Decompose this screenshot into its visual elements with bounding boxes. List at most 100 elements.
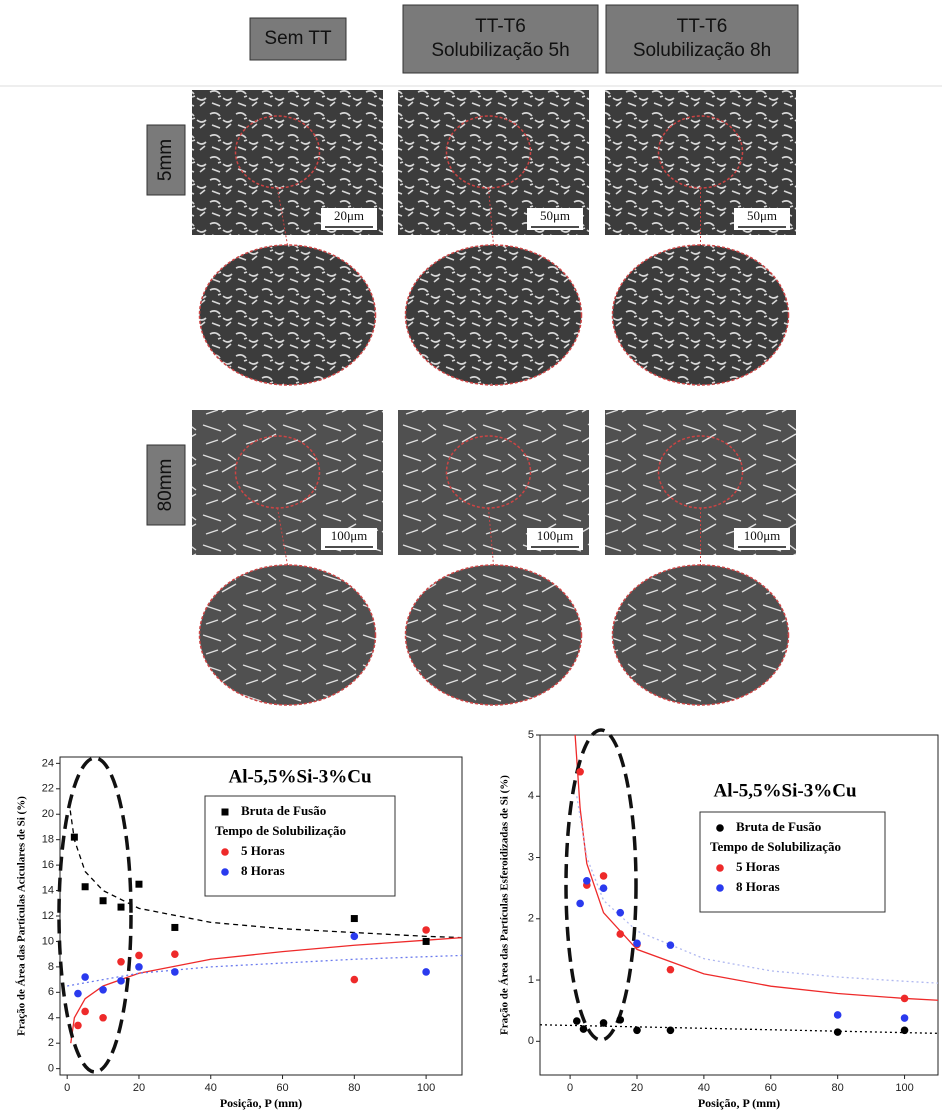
legend-label: Bruta de Fusão — [736, 819, 821, 834]
legend-heading: Tempo de Solubilização — [215, 823, 346, 838]
x-tick-label: 0 — [64, 1082, 70, 1094]
data-point — [171, 924, 178, 931]
y-tick-label: 24 — [42, 757, 54, 769]
y-tick-label: 1 — [528, 974, 534, 986]
data-point — [834, 1028, 842, 1036]
y-tick-label: 4 — [48, 1012, 54, 1024]
x-tick-label: 20 — [631, 1082, 643, 1094]
data-point — [117, 977, 125, 985]
figure: Sem TTTT-T6Solubilização 5hTT-T6Solubili… — [0, 0, 942, 1115]
y-tick-label: 22 — [42, 783, 54, 795]
x-tick-label: 80 — [348, 1082, 360, 1094]
data-point — [422, 968, 430, 976]
y-tick-label: 16 — [42, 859, 54, 871]
data-point — [716, 824, 724, 832]
legend-label: Bruta de Fusão — [241, 803, 326, 818]
legend-heading: Tempo de Solubilização — [710, 839, 841, 854]
data-point — [171, 968, 179, 976]
data-point — [600, 884, 608, 892]
x-tick-label: 40 — [698, 1082, 710, 1094]
zoom-ellipse — [613, 565, 789, 705]
zoom-ellipse — [406, 245, 582, 385]
zoom-ellipse — [406, 565, 582, 705]
scale-label: 50μm — [747, 208, 777, 223]
scale-label: 20μm — [334, 208, 364, 223]
legend-label: 8 Horas — [241, 863, 285, 878]
data-point — [422, 926, 430, 934]
y-tick-label: 5 — [528, 729, 534, 741]
data-point — [616, 1016, 624, 1024]
data-point — [423, 938, 430, 945]
x-tick-label: 100 — [417, 1082, 435, 1094]
data-point — [221, 868, 229, 876]
legend-label: 8 Horas — [736, 879, 780, 894]
data-point — [576, 900, 584, 908]
data-point — [81, 973, 89, 981]
data-point — [82, 883, 89, 890]
scale-label: 50μm — [540, 208, 570, 223]
data-point — [351, 933, 359, 941]
data-point — [81, 1008, 89, 1016]
zoom-ellipse — [200, 245, 376, 385]
column-header: Sem TT — [264, 28, 332, 49]
row-header: 5mm — [155, 139, 176, 181]
data-point — [901, 995, 909, 1003]
y-tick-label: 4 — [528, 790, 534, 802]
data-point — [135, 952, 143, 960]
y-axis-label: Fração de Área das Partículas Esferoidiz… — [499, 775, 511, 1035]
y-tick-label: 20 — [42, 808, 54, 820]
data-point — [716, 884, 724, 892]
scale-label: 100μm — [744, 528, 781, 543]
data-point — [573, 1017, 581, 1025]
x-tick-label: 100 — [895, 1082, 913, 1094]
data-point — [351, 976, 359, 984]
y-tick-label: 8 — [48, 961, 54, 973]
y-tick-label: 14 — [42, 884, 54, 896]
data-point — [71, 834, 78, 841]
data-point — [99, 1014, 107, 1022]
data-point — [135, 881, 142, 888]
data-point — [221, 848, 229, 856]
data-point — [99, 986, 107, 994]
data-point — [351, 915, 358, 922]
data-point — [583, 877, 591, 885]
data-point — [667, 966, 675, 974]
data-point — [100, 897, 107, 904]
data-point — [576, 768, 584, 776]
x-tick-label: 60 — [765, 1082, 777, 1094]
data-point — [834, 1011, 842, 1019]
x-tick-label: 80 — [832, 1082, 844, 1094]
column-header: Solubilização 5h — [431, 40, 569, 61]
data-point — [600, 1019, 608, 1027]
y-tick-label: 2 — [528, 913, 534, 925]
x-axis-label: Posição, P (mm) — [220, 1096, 302, 1110]
x-tick-label: 0 — [567, 1082, 573, 1094]
y-axis-label: Fração de Área das Partículas Aciculares… — [16, 796, 28, 1036]
data-point — [667, 941, 675, 949]
data-point — [616, 909, 624, 917]
data-point — [117, 958, 125, 966]
data-point — [74, 1022, 82, 1030]
data-point — [222, 809, 229, 816]
data-point — [633, 939, 641, 947]
y-tick-label: 12 — [42, 910, 54, 922]
scale-label: 100μm — [331, 528, 368, 543]
row-header: 80mm — [155, 459, 176, 512]
data-point — [171, 950, 179, 958]
data-point — [616, 930, 624, 938]
data-point — [74, 990, 82, 998]
zoom-ellipse — [613, 245, 789, 385]
data-point — [600, 872, 608, 880]
legend-label: 5 Horas — [736, 859, 780, 874]
y-tick-label: 3 — [528, 851, 534, 863]
y-tick-label: 10 — [42, 935, 54, 947]
column-header: TT-T6 — [677, 16, 728, 37]
scale-label: 100μm — [537, 528, 574, 543]
x-tick-label: 60 — [276, 1082, 288, 1094]
zoom-ellipse — [200, 565, 376, 705]
column-header: TT-T6 — [475, 16, 526, 37]
data-point — [118, 904, 125, 911]
y-tick-label: 2 — [48, 1037, 54, 1049]
legend-label: 5 Horas — [241, 843, 285, 858]
data-point — [901, 1014, 909, 1022]
